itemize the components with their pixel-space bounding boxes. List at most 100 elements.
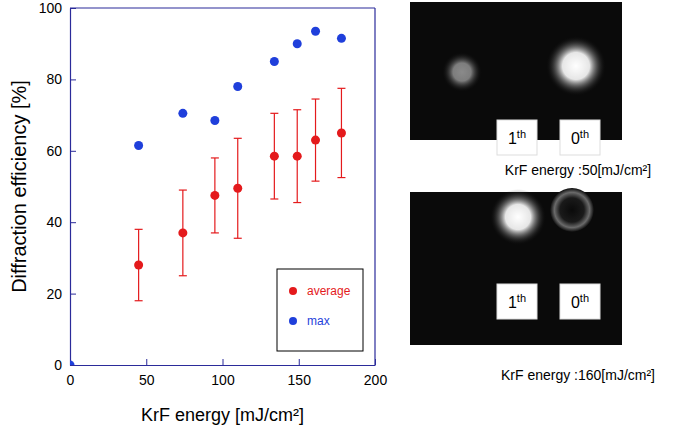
y-tick-label: 20 xyxy=(46,286,62,302)
x-tick: 150 xyxy=(288,359,312,388)
data-point xyxy=(134,261,143,270)
x-tick-mark xyxy=(299,359,300,365)
error-bar-cap xyxy=(179,275,187,276)
error-bar xyxy=(234,138,242,238)
y-axis: 0 20 40 60 80 100 xyxy=(39,0,76,373)
x-tick-label: 200 xyxy=(364,372,388,388)
legend-label: max xyxy=(307,314,330,328)
error-bar-cap xyxy=(135,300,143,301)
legend-marker xyxy=(289,317,297,325)
data-point xyxy=(311,27,320,36)
data-point xyxy=(210,116,219,125)
x-tick: 50 xyxy=(139,359,155,388)
error-bar-cap xyxy=(337,177,345,178)
y-tick-mark xyxy=(70,79,76,80)
x-tick: 200 xyxy=(364,359,388,388)
data-point xyxy=(233,184,242,193)
y-tick-label: 40 xyxy=(46,214,62,230)
data-point xyxy=(233,82,242,91)
error-bar-cap xyxy=(293,202,301,203)
y-axis-line xyxy=(70,9,71,366)
error-bar xyxy=(312,99,320,181)
data-point xyxy=(178,109,187,118)
image-caption: KrF energy :50[mJ/cm²] xyxy=(505,162,651,178)
diffraction-spot xyxy=(490,189,546,245)
data-point xyxy=(293,39,302,48)
image-panel: 1th0thKrF energy :160[mJ/cm²] xyxy=(410,188,655,383)
image-caption: KrF energy :160[mJ/cm²] xyxy=(501,367,655,383)
error-bar xyxy=(135,229,143,300)
y-tick: 100 xyxy=(39,0,76,16)
x-axis: 0 50 100 150 200 xyxy=(67,359,388,388)
error-bar-cap xyxy=(293,109,301,110)
legend: average max xyxy=(277,269,363,351)
image-background xyxy=(410,2,622,140)
image-panel: 1th 0th KrF energy :50[mJ/cm²] xyxy=(410,2,651,178)
order-label: 0th xyxy=(571,292,589,311)
data-point xyxy=(270,152,279,161)
y-tick-label: 0 xyxy=(54,357,62,373)
x-tick-label: 0 xyxy=(67,372,75,388)
x-tick-label: 100 xyxy=(211,372,235,388)
error-bar-cap xyxy=(211,157,219,158)
data-point xyxy=(293,152,302,161)
data-point xyxy=(270,57,279,66)
x-tick-mark xyxy=(146,359,147,365)
data-point xyxy=(311,136,320,145)
data-point xyxy=(70,361,75,366)
y-tick: 80 xyxy=(46,71,76,87)
error-bar-cap xyxy=(179,189,187,190)
figure: 0 50 100 150 200 0 20 40 60 80 100 KrF energy [mJ/c… xyxy=(0,0,677,437)
order-label-box xyxy=(560,120,600,155)
x-axis-title: KrF energy [mJ/cm²] xyxy=(141,405,304,425)
error-bar xyxy=(211,158,219,233)
legend-label: average xyxy=(307,284,351,298)
error-bar xyxy=(337,88,345,177)
error-bar-cap xyxy=(312,181,320,182)
data-point xyxy=(134,141,143,150)
error-bar-cap xyxy=(312,98,320,99)
error-bar-cap xyxy=(234,238,242,239)
y-tick-mark xyxy=(70,365,76,366)
y-tick: 0 xyxy=(54,357,76,373)
y-tick-mark xyxy=(70,222,76,223)
y-tick: 40 xyxy=(46,214,76,230)
x-tick-label: 150 xyxy=(288,372,312,388)
x-tick: 100 xyxy=(211,359,235,388)
frame-right xyxy=(374,8,375,365)
frame-top xyxy=(70,7,375,8)
diffraction-spot xyxy=(442,52,482,92)
data-point xyxy=(337,34,346,43)
y-axis-title: Diffraction efficiency [%] xyxy=(8,80,30,293)
error-bar-cap xyxy=(270,113,278,114)
order-label: 0th xyxy=(571,128,589,147)
order-label-box xyxy=(497,120,537,155)
error-bar-cap xyxy=(270,198,278,199)
order-label-box xyxy=(560,284,600,319)
data-point xyxy=(210,191,219,200)
order-label: 1th xyxy=(508,128,526,147)
error-bar xyxy=(179,190,187,276)
error-bar xyxy=(270,113,278,199)
data-point xyxy=(337,128,346,137)
error-bar-cap xyxy=(234,138,242,139)
error-bar-cap xyxy=(135,229,143,230)
y-tick-label: 60 xyxy=(46,143,62,159)
x-axis-line xyxy=(71,365,376,366)
y-tick-mark xyxy=(70,8,76,9)
y-tick: 20 xyxy=(46,286,76,302)
y-tick-label: 80 xyxy=(46,71,62,87)
y-tick-mark xyxy=(70,151,76,152)
legend-box xyxy=(277,269,363,351)
diffraction-spot xyxy=(550,188,594,232)
y-tick-mark xyxy=(70,294,76,295)
error-bar-cap xyxy=(211,232,219,233)
error-bar-cap xyxy=(337,88,345,89)
x-tick-mark xyxy=(375,359,376,365)
data-point xyxy=(178,228,187,237)
legend-marker xyxy=(289,287,297,295)
diffraction-spot xyxy=(546,36,606,96)
y-tick-label: 100 xyxy=(39,0,63,16)
x-tick-mark xyxy=(223,359,224,365)
order-label-box xyxy=(497,284,537,319)
